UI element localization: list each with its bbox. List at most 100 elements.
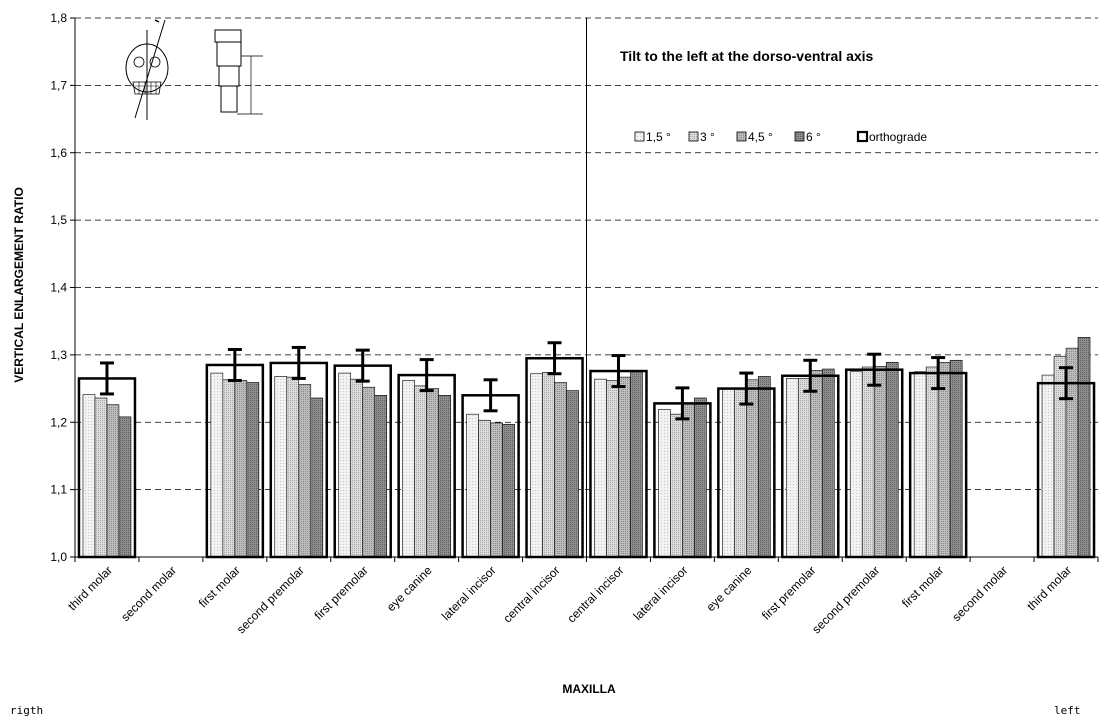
bar-tilt-1 bbox=[594, 378, 607, 558]
bar-tilt-3 bbox=[298, 384, 312, 558]
bar-tilt-1 bbox=[402, 380, 415, 558]
bar-tilt-2 bbox=[797, 378, 811, 558]
bar-tilt-4 bbox=[694, 397, 707, 558]
y-axis-label: VERTICAL ENLARGEMENT RATIO bbox=[12, 187, 26, 383]
bar-tilt-3 bbox=[1065, 347, 1079, 558]
x-tick-label: first molar bbox=[899, 563, 946, 610]
bar-tilt-3 bbox=[106, 404, 120, 558]
bar-tilt-1 bbox=[338, 372, 352, 558]
bar-tilt-4 bbox=[310, 397, 324, 558]
bar-tilt-4 bbox=[502, 423, 515, 558]
legend-swatch bbox=[688, 131, 699, 142]
x-tick-label: central incisor bbox=[564, 563, 626, 625]
y-tick-label: 1,0 bbox=[50, 550, 67, 564]
bar-tilt-1 bbox=[913, 371, 927, 558]
bar-tilt-2 bbox=[670, 413, 683, 558]
bar-tilt-2 bbox=[478, 419, 491, 558]
y-tick-label: 1,6 bbox=[50, 146, 67, 160]
x-tick-label: first molar bbox=[196, 563, 243, 610]
bar-tilt-3 bbox=[809, 370, 823, 558]
y-tick-label: 1,3 bbox=[50, 348, 67, 362]
y-tick-label: 1,1 bbox=[50, 483, 67, 497]
legend: 1,5 ° 3 ° 4,5 ° 6 ° orthograde bbox=[634, 130, 927, 144]
y-tick-label: 1,8 bbox=[50, 11, 67, 25]
x-tick-label: third molar bbox=[1024, 563, 1074, 613]
bar-tilt-1 bbox=[785, 378, 799, 558]
bar-tilt-4 bbox=[438, 394, 451, 558]
legend-label: orthograde bbox=[869, 130, 927, 144]
bar-tilt-4 bbox=[1077, 337, 1091, 558]
bar-tilt-3 bbox=[873, 366, 887, 558]
bar-tilt-3 bbox=[618, 376, 631, 558]
bar-tilt-2 bbox=[414, 385, 427, 558]
bar-tilt-4 bbox=[821, 368, 835, 558]
bar-tilt-2 bbox=[350, 378, 364, 558]
y-tick-label: 1,4 bbox=[50, 281, 67, 295]
bar-tilt-3 bbox=[234, 380, 248, 558]
bar-tilt-3 bbox=[490, 422, 503, 558]
x-tick-label: eye canine bbox=[384, 563, 435, 614]
bar-tilt-1 bbox=[274, 376, 288, 558]
right-side-label: left bbox=[1054, 704, 1081, 717]
legend-swatch bbox=[794, 131, 805, 142]
bar-tilt-4 bbox=[118, 416, 132, 558]
bar-tilt-1 bbox=[530, 373, 543, 558]
bar-tilt-4 bbox=[758, 376, 771, 558]
bar-tilt-2 bbox=[542, 372, 555, 558]
bar-tilt-2 bbox=[222, 379, 236, 558]
bar-tilt-1 bbox=[849, 371, 863, 558]
error-bars bbox=[99, 341, 1074, 421]
legend-swatch bbox=[856, 130, 869, 143]
x-tick-label: central incisor bbox=[500, 563, 562, 625]
legend-label: 4,5 ° bbox=[748, 130, 773, 144]
bar-tilt-2 bbox=[286, 376, 300, 558]
bar-tilt-1 bbox=[658, 409, 671, 558]
x-tick-label: third molar bbox=[65, 563, 115, 613]
x-tick-labels: third molar second molar first molarsecond… bbox=[65, 563, 1074, 636]
bar-tilt-4 bbox=[374, 394, 388, 558]
bar-tilt-1 bbox=[722, 388, 735, 558]
bar-tilt-4 bbox=[246, 382, 260, 558]
bar-tilt-2 bbox=[1053, 355, 1067, 558]
bar-tilt-4 bbox=[566, 390, 579, 558]
x-tick-label: lateral incisor bbox=[631, 563, 691, 623]
bar-tilt-1 bbox=[210, 372, 224, 558]
legend-label: 1,5 ° bbox=[646, 130, 671, 144]
legend-swatch bbox=[736, 131, 747, 142]
x-tick-label: first premolar bbox=[759, 563, 818, 622]
bar-tilt-2 bbox=[94, 397, 108, 558]
x-tick-label: second molar bbox=[118, 563, 179, 624]
y-tick-label: 1,2 bbox=[50, 415, 67, 429]
x-axis-label: MAXILLA bbox=[562, 682, 616, 696]
bar-tilt-2 bbox=[606, 380, 619, 558]
legend-label: 3 ° bbox=[700, 130, 715, 144]
bar-tilt-2 bbox=[861, 366, 875, 558]
bar-tilt-4 bbox=[885, 361, 899, 558]
axes bbox=[70, 17, 1099, 562]
x-tick-label: eye canine bbox=[704, 563, 755, 614]
x-tick-label: lateral incisor bbox=[439, 563, 499, 623]
bar-tilt-1 bbox=[82, 394, 96, 558]
bar-tilt-3 bbox=[937, 361, 951, 558]
x-tick-label: first premolar bbox=[311, 563, 370, 622]
bar-tilt-1 bbox=[1041, 374, 1055, 558]
legend-label: 6 ° bbox=[806, 130, 821, 144]
bar-tilt-2 bbox=[734, 387, 747, 558]
x-tick-label: second molar bbox=[949, 563, 1010, 624]
bar-tilt-4 bbox=[630, 370, 643, 558]
x-tick-label: second premolar bbox=[234, 563, 307, 636]
skull-illustration bbox=[125, 19, 169, 120]
x-tick-label: second premolar bbox=[809, 563, 882, 636]
y-tick-label: 1,5 bbox=[50, 213, 67, 227]
y-tick-labels: 1,0 1,1 1,2 1,3 1,4 1,5 1,6 1,7 1,8 bbox=[50, 11, 67, 564]
bar-tilt-3 bbox=[554, 382, 567, 558]
y-tick-label: 1,7 bbox=[50, 78, 67, 92]
chart-title: Tilt to the left at the dorso-ventral ax… bbox=[620, 48, 874, 64]
left-side-label: rigth bbox=[10, 704, 43, 717]
tooth-illustration bbox=[214, 29, 263, 115]
bar-tilt-3 bbox=[362, 386, 376, 558]
bar-tilt-2 bbox=[925, 366, 939, 558]
bar-tilt-3 bbox=[682, 403, 695, 558]
